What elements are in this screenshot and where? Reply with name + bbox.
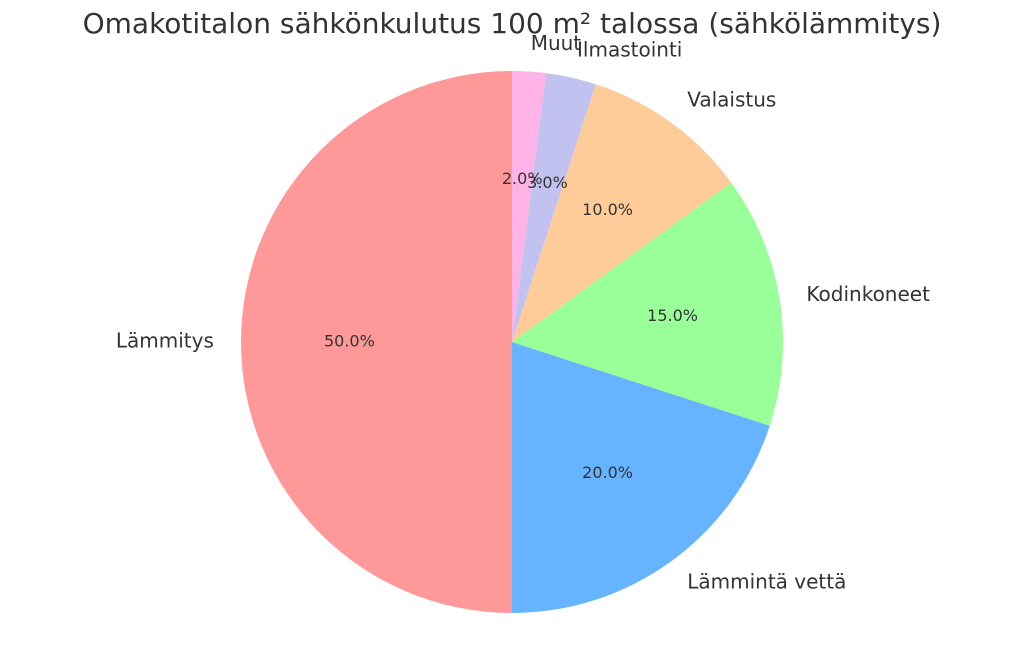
- chart-title: Omakotitalon sähkönkulutus 100 m² taloss…: [83, 7, 942, 40]
- slice-label: Kodinkoneet: [806, 282, 930, 306]
- value-label: 50.0%: [324, 332, 375, 351]
- value-label: 15.0%: [647, 306, 698, 325]
- value-label: 3.0%: [527, 173, 568, 192]
- value-label: 10.0%: [582, 200, 633, 219]
- slice-label: Valaistus: [687, 87, 776, 111]
- slice-label: Muut: [531, 31, 582, 55]
- pie-slice: [241, 71, 512, 613]
- pie-slice: [512, 71, 546, 342]
- slice-label: Lämmitys: [116, 329, 214, 353]
- value-label: 20.0%: [582, 463, 633, 482]
- pie-slice: [512, 73, 596, 343]
- slice-label: Ilmastointi: [577, 38, 682, 62]
- slice-label: Lämmintä vettä: [687, 570, 846, 594]
- pie-slice: [512, 84, 732, 343]
- pie-slice: [512, 182, 783, 426]
- value-label: 2.0%: [502, 169, 543, 188]
- pie-slice: [512, 342, 770, 613]
